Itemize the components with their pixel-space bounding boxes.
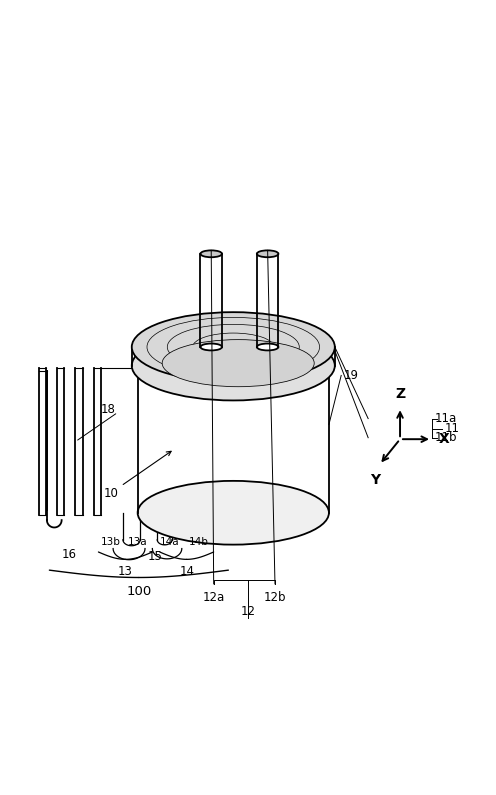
- Ellipse shape: [206, 353, 271, 374]
- Ellipse shape: [195, 350, 282, 377]
- Text: 16: 16: [62, 548, 76, 561]
- Text: 11b: 11b: [434, 431, 457, 444]
- Ellipse shape: [227, 360, 249, 366]
- Ellipse shape: [200, 250, 222, 258]
- Text: X: X: [439, 432, 449, 446]
- Text: 13: 13: [118, 565, 133, 578]
- Ellipse shape: [257, 343, 278, 351]
- Ellipse shape: [138, 334, 329, 398]
- Ellipse shape: [257, 250, 278, 258]
- Ellipse shape: [162, 339, 314, 386]
- Ellipse shape: [138, 481, 329, 545]
- Text: 15: 15: [147, 550, 162, 564]
- Text: 13a: 13a: [128, 537, 147, 547]
- Text: 11: 11: [444, 422, 459, 436]
- Text: 14b: 14b: [189, 537, 209, 547]
- Text: 12: 12: [241, 605, 255, 619]
- Ellipse shape: [216, 356, 260, 370]
- Text: 13b: 13b: [101, 537, 121, 547]
- Text: 14: 14: [179, 565, 194, 578]
- Text: 18: 18: [101, 403, 116, 417]
- Text: Y: Y: [371, 472, 380, 487]
- Ellipse shape: [132, 331, 335, 401]
- Text: 14a: 14a: [160, 537, 180, 547]
- Text: 12a: 12a: [202, 591, 225, 604]
- Text: Z: Z: [395, 387, 405, 401]
- Ellipse shape: [173, 343, 304, 383]
- Ellipse shape: [184, 347, 293, 380]
- Text: 11a: 11a: [434, 412, 457, 425]
- Text: 19: 19: [344, 369, 359, 382]
- Text: 12b: 12b: [264, 591, 286, 604]
- Text: 10: 10: [103, 452, 171, 499]
- Ellipse shape: [200, 343, 222, 351]
- Text: 100: 100: [126, 585, 152, 598]
- Ellipse shape: [132, 312, 335, 382]
